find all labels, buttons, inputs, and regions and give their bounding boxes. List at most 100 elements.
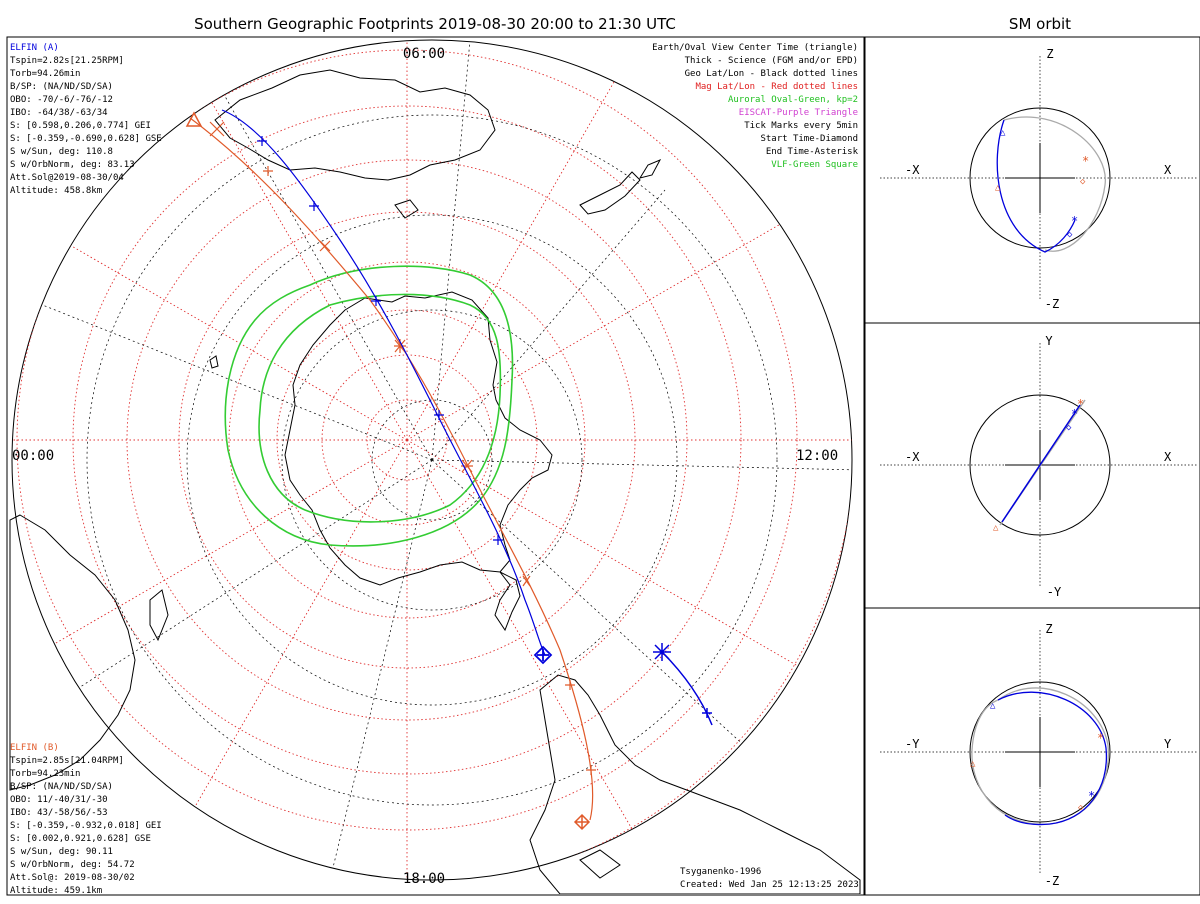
created-timestamp: Created: Wed Jan 25 12:13:25 2023 [680,880,859,890]
sm-panel-frame [864,36,1200,896]
elfin-a-orbit [996,119,1076,253]
svg-text:△: △ [995,183,1001,193]
earth-circle [969,681,1111,823]
island-1 [209,355,219,369]
svg-text:*: * [1071,407,1078,421]
elfin-b-line: S: [0.002,0.921,0.628] GSE [10,834,151,844]
elfin-a-start-diamond [533,645,553,665]
sm-panel-xz: * ◇ △ * ◇ △ Z -Z -X X [880,47,1198,311]
legend-line: VLF-Green Square [771,160,858,170]
svg-text:*: * [1071,214,1078,228]
elfin-b-line: IBO: 43/-58/56/-53 [10,808,108,818]
sm-panel-yz: * ◇ △ * △ Z -Z -Y Y [880,622,1198,888]
elfin-a-line: B/SP: (NA/ND/SD/SA) [10,82,113,92]
elfin-a-info: ELFIN (A) Tspin=2.82s[21.25RPM] Torb=94.… [10,43,162,196]
svg-text:△: △ [993,523,999,533]
auroral-oval [224,265,514,547]
svg-text:◇: ◇ [1067,230,1073,240]
axis-label: -Z [1045,874,1059,888]
svg-text:*: * [1097,731,1104,745]
legend-line: Geo Lat/Lon - Black dotted lines [685,69,858,79]
legend: Earth/Oval View Center Time (triangle) T… [652,43,858,170]
elfin-b-orbit [1003,116,1106,252]
axis-label: -Y [905,737,920,751]
madagascar-coast [149,589,169,642]
axis-label: X [1164,450,1172,464]
svg-text:△: △ [990,701,996,711]
elfin-a-orbit [997,691,1108,826]
axis-label: Z [1046,47,1053,61]
elfin-b-line: S w/Sun, deg: 90.11 [10,847,113,857]
elfin-b-line: Torb=94.23min [10,769,80,779]
elfin-a-line: S: [-0.359,-0.690,0.628] GSE [10,134,162,144]
geo-lat-lon-grid [29,40,852,880]
antarctic-peninsula [494,571,521,632]
elfin-a-end-asterisk [653,643,712,718]
svg-text:◇: ◇ [1078,803,1084,813]
polar-map: 06:00 00:00 12:00 18:00 [9,39,861,894]
axis-label: Y [1164,737,1172,751]
mlt-labels: 06:00 00:00 12:00 18:00 [12,46,838,887]
elfin-b-tick-marks [209,121,596,775]
sm-orbit-panels: * ◇ △ * ◇ △ Z -Z -X X * △ * ◇ Y -Y -X [864,36,1200,896]
legend-line: Tick Marks every 5min [744,121,858,131]
model-credit: Tsyganenko-1996 [680,867,761,877]
mlt-06: 06:00 [403,46,445,62]
elfin-a-line: S w/OrbNorm, deg: 83.13 [10,160,135,170]
elfin-b-line: B/SP: (NA/ND/SD/SA) [10,782,113,792]
legend-line: Earth/Oval View Center Time (triangle) [652,43,858,53]
legend-line: Thick - Science (FGM and/or EPD) [685,56,858,66]
elfin-a-line: Tspin=2.82s[21.25RPM] [10,56,124,66]
elfin-b-track [185,111,596,831]
axis-label: -X [905,163,920,177]
legend-line: Auroral Oval-Green, kp=2 [728,95,858,105]
elfin-a-line: Torb=94.26min [10,69,80,79]
new-zealand-coast [579,171,641,215]
axis-label: -Y [1047,585,1062,599]
svg-text:△: △ [1000,128,1006,138]
elfin-b-name: ELFIN (B) [10,743,59,753]
earth-circle [969,394,1111,536]
elfin-a-line: Altitude: 458.8km [10,186,102,196]
svg-text:*: * [1082,154,1089,168]
auroral-oval-inner [258,293,502,523]
axis-label: Y [1045,334,1053,348]
elfin-a-line: IBO: -64/38/-63/34 [10,108,108,118]
south-america-coast [529,674,861,894]
svg-text:◇: ◇ [1080,177,1086,187]
elfin-b-info: ELFIN (B) Tspin=2.85s[21.04RPM] Torb=94.… [10,743,162,896]
svg-text:*: * [1088,789,1095,803]
elfin-b-center-triangle [185,111,203,127]
elfin-a-line: S: [0.598,0.206,0.774] GEI [10,121,151,131]
legend-line: EISCAT-Purple Triangle [739,108,858,118]
elfin-a-line: OBO: -70/-6/-76/-12 [10,95,113,105]
mlt-00: 00:00 [12,448,54,464]
elfin-a-line: Att.Sol@2019-08-30/04 [10,173,124,183]
island-2 [579,849,621,879]
elfin-a-second-track [661,651,713,726]
globe-outline [11,39,853,881]
mag-lat-grid [12,40,852,880]
elfin-a-orbit [1001,404,1081,523]
legend-line: Start Time-Diamond [760,134,858,144]
map-frame [6,36,865,896]
axis-label: -X [905,450,920,464]
axis-label: Z [1045,622,1052,636]
elfin-a-name: ELFIN (A) [10,43,59,53]
elfin-a-track-line [221,109,546,656]
axis-label: -Z [1045,297,1059,311]
elfin-b-line: Att.Sol@: 2019-08-30/02 [10,873,135,883]
elfin-b-start-diamond [573,813,591,831]
sm-panel-xy: * △ * ◇ Y -Y -X X [880,334,1198,599]
legend-line: End Time-Asterisk [766,147,859,157]
svg-text:△: △ [970,759,976,769]
mlt-12: 12:00 [796,448,838,464]
africa-coast [9,514,136,791]
legend-line: Mag Lat/Lon - Red dotted lines [695,82,858,92]
earth-circle [969,107,1111,249]
svg-text:◇: ◇ [1066,423,1072,433]
svg-text:*: * [1077,397,1084,411]
elfin-b-end-asterisk [394,339,473,473]
